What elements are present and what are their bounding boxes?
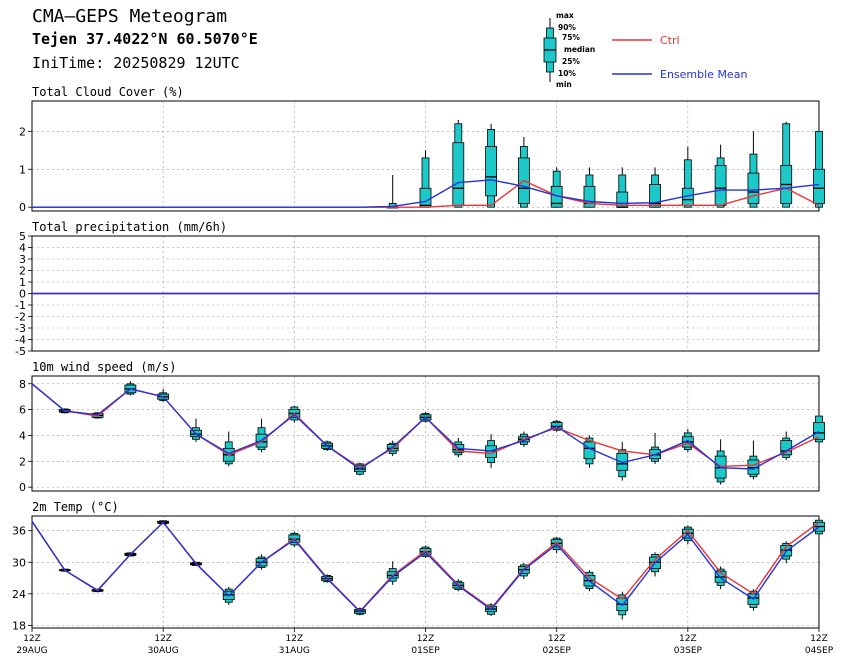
y-tick-label: 2 — [19, 455, 26, 468]
box-legend: max 90%75% median 25% 10% min — [543, 11, 595, 89]
meteogram-title: CMA—GEPS Meteogram — [32, 6, 228, 27]
location-label: Tejen 37.4022°N 60.5070°E — [32, 30, 258, 48]
legend-box-label: min — [556, 80, 572, 89]
panel-title: 10m wind speed (m/s) — [32, 360, 177, 374]
x-tick-hour: 12Z — [286, 634, 304, 644]
mean-legend-label: Ensemble Mean — [660, 68, 747, 81]
x-tick-date: 04SEP — [805, 646, 834, 656]
y-tick-label: 36 — [12, 525, 26, 538]
y-tick-label: 0 — [19, 288, 26, 301]
y-tick-label: 3 — [19, 253, 26, 266]
x-tick-date: 29AUG — [16, 646, 47, 656]
panel: 10m wind speed (m/s) 0 2 4 6 8 — [19, 360, 825, 494]
y-tick-label: 4 — [19, 429, 26, 442]
ensemble-box — [649, 432, 661, 464]
y-tick-label: 4 — [19, 242, 26, 255]
panel-title: 2m Temp (°C) — [32, 500, 119, 514]
line-legend: Ctrl Ensemble Mean — [612, 34, 747, 81]
ensemble-mean-line — [31, 520, 820, 613]
y-tick-label: 0 — [19, 481, 26, 494]
y-tick-label: 0 — [19, 201, 26, 214]
ensemble-box — [714, 439, 727, 485]
x-tick-date: 01SEP — [411, 646, 440, 656]
ensemble-box — [813, 410, 825, 445]
x-tick-hour: 12Z — [23, 634, 41, 644]
box-p25-p75 — [813, 422, 825, 440]
init-time-label: IniTime: 20250829 12UTC — [32, 54, 240, 72]
y-tick-label: 8 — [19, 378, 26, 391]
y-tick-label: 5 — [19, 230, 26, 243]
ensemble-mean-line — [31, 383, 820, 470]
panel-title: Total Cloud Cover (%) — [32, 85, 184, 99]
x-tick-date: 30AUG — [148, 646, 179, 656]
y-tick-label: 1 — [19, 163, 26, 176]
ensemble-box — [780, 121, 793, 208]
x-tick-date: 03SEP — [674, 646, 703, 656]
x-tick-hour: 12Z — [679, 634, 697, 644]
legend-box-label: 90% — [558, 23, 576, 32]
x-tick-hour: 12Z — [154, 634, 172, 644]
y-tick-label: 24 — [12, 588, 26, 601]
ensemble-box — [222, 431, 235, 467]
box-p25-p75 — [649, 184, 661, 208]
ensemble-box — [681, 146, 694, 208]
ensemble-mean-line — [32, 179, 820, 208]
box-p25-p75 — [485, 146, 497, 197]
legend-box-label: max — [556, 11, 574, 20]
panel-title: Total precipitation (mm/6h) — [32, 220, 227, 234]
box-p10-p90 — [683, 159, 692, 208]
y-tick-label: 2 — [19, 125, 26, 138]
legend-box-label: 75% — [562, 33, 580, 42]
box-p25-p75 — [419, 187, 432, 208]
x-tick-date: 31AUG — [279, 646, 310, 656]
panel: Total Cloud Cover (%) 0 1 2 — [19, 85, 825, 214]
ctrl-legend-label: Ctrl — [660, 34, 680, 47]
y-tick-label: -5 — [15, 345, 26, 358]
x-tick-hour: 12Z — [810, 634, 828, 644]
y-tick-label: 2 — [19, 265, 26, 278]
legend-box-label: 10% — [558, 69, 576, 78]
y-tick-label: 30 — [12, 556, 26, 569]
y-tick-label: -2 — [15, 311, 26, 324]
ensemble-box — [550, 167, 563, 208]
ensemble-box — [616, 167, 629, 208]
legend-box-label: median — [564, 45, 595, 54]
y-tick-label: 18 — [12, 619, 26, 632]
ensemble-box — [747, 440, 760, 480]
legend-box-label: 25% — [562, 57, 580, 66]
x-tick-date: 02SEP — [543, 646, 572, 656]
ensemble-box — [747, 131, 760, 208]
panel: 2m Temp (°C) 18 24 30 36 — [12, 500, 825, 632]
y-tick-label: -1 — [15, 299, 26, 312]
box-p25-p75 — [583, 185, 596, 208]
ensemble-box — [452, 119, 465, 208]
box-p25-p75 — [813, 168, 825, 204]
ensemble-box — [649, 167, 661, 208]
y-tick-label: 6 — [19, 404, 26, 417]
panel: Total precipitation (mm/6h) -5-4-3-2-1012… — [15, 220, 820, 358]
ensemble-box — [780, 431, 793, 460]
y-tick-label: 1 — [19, 276, 26, 289]
x-tick-hour: 12Z — [417, 634, 435, 644]
x-tick-hour: 12Z — [548, 634, 566, 644]
box-p25-p75 — [714, 165, 727, 206]
y-tick-label: -4 — [15, 334, 26, 347]
box-p25-p75 — [747, 172, 760, 204]
ensemble-box — [517, 137, 530, 208]
ensemble-box — [485, 123, 497, 208]
ensemble-box — [255, 418, 268, 453]
box-p25-p75 — [452, 142, 465, 206]
ensemble-box — [813, 114, 825, 208]
ensemble-box — [714, 144, 727, 208]
time-axis: 12Z 29AUG 12Z 30AUG 12Z 31AUG 12Z 01SEP 12Z 02SEP… — [16, 628, 834, 656]
y-tick-label: -3 — [15, 322, 26, 335]
ensemble-box — [386, 174, 399, 209]
